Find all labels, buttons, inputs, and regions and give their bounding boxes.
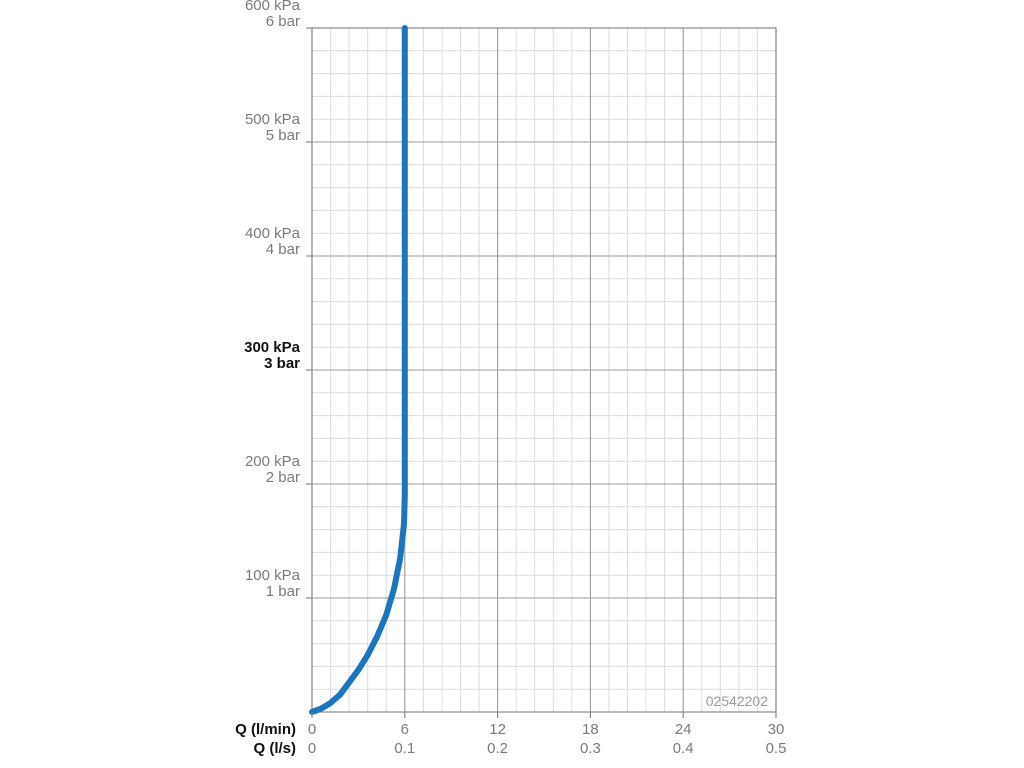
x-tick-label-ls: 0 [308,740,316,757]
grid-major [311,27,777,713]
y-tick-label-kpa: 600 kPa [245,0,301,14]
y-tick-label-bar: 2 bar [266,469,300,486]
x-tick-label-lmin: 6 [401,721,409,738]
y-tick-label-bar: 5 bar [266,127,300,144]
x-tick-labels: 0 0 6 0.1 12 0.2 18 0.3 24 0.4 30 0.5 [308,712,787,757]
x-tick-label-lmin: 18 [582,721,599,738]
y-tick-label-bar: 3 bar [264,355,300,372]
y-tick-label-bar: 4 bar [266,241,300,258]
y-tick-label-bar: 6 bar [266,13,300,30]
x-tick-label-lmin: 0 [308,721,316,738]
y-tick-label-kpa: 500 kPa [245,111,301,128]
series-line [309,25,408,715]
x-tick-label-lmin: 24 [675,721,692,738]
y-tick-label-kpa: 200 kPa [245,453,301,470]
y-tick-label-kpa: 400 kPa [245,225,301,242]
x-axis-label-lmin: Q (l/min) [235,721,296,738]
y-tick-label-kpa: 100 kPa [245,567,301,584]
x-tick-label-lmin: 12 [489,721,506,738]
x-tick-label-ls: 0.1 [394,740,415,757]
x-tick-label-ls: 0.2 [487,740,508,757]
y-tick-label-kpa: 300 kPa [244,339,301,356]
x-tick-label-ls: 0.4 [673,740,694,757]
x-tick-label-ls: 0.5 [766,740,787,757]
x-tick-label-lmin: 30 [768,721,785,738]
x-tick-label-ls: 0.3 [580,740,601,757]
series-layer [309,25,408,715]
x-axis-label-ls: Q (l/s) [253,740,296,757]
y-tick-label-bar: 1 bar [266,583,300,600]
product-code-annotation: 02542202 [706,693,769,709]
